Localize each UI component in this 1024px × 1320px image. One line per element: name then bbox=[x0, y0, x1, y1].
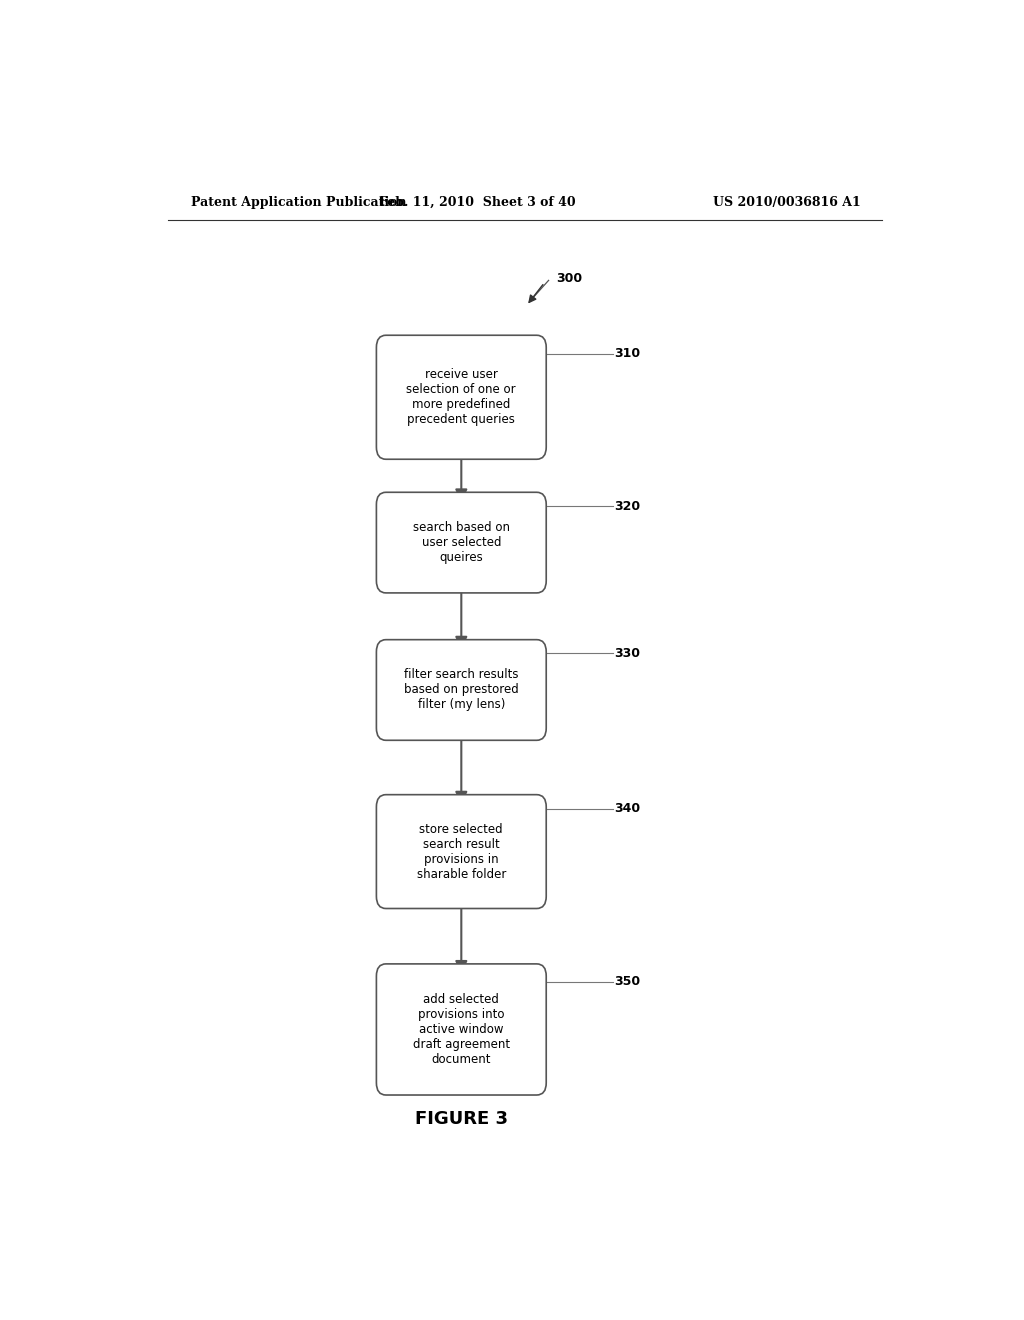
FancyBboxPatch shape bbox=[377, 335, 546, 459]
Text: Patent Application Publication: Patent Application Publication bbox=[191, 195, 407, 209]
Text: receive user
selection of one or
more predefined
precedent queries: receive user selection of one or more pr… bbox=[407, 368, 516, 426]
Text: Feb. 11, 2010  Sheet 3 of 40: Feb. 11, 2010 Sheet 3 of 40 bbox=[379, 195, 575, 209]
Text: 350: 350 bbox=[614, 975, 641, 989]
FancyBboxPatch shape bbox=[377, 795, 546, 908]
Text: search based on
user selected
queires: search based on user selected queires bbox=[413, 521, 510, 564]
Text: 320: 320 bbox=[614, 499, 641, 512]
FancyBboxPatch shape bbox=[377, 640, 546, 741]
Text: 310: 310 bbox=[614, 347, 641, 360]
FancyBboxPatch shape bbox=[377, 964, 546, 1096]
Text: 340: 340 bbox=[614, 803, 641, 816]
Text: FIGURE 3: FIGURE 3 bbox=[415, 1110, 508, 1127]
Text: 300: 300 bbox=[557, 272, 583, 285]
Text: US 2010/0036816 A1: US 2010/0036816 A1 bbox=[713, 195, 860, 209]
FancyBboxPatch shape bbox=[377, 492, 546, 593]
Text: filter search results
based on prestored
filter (my lens): filter search results based on prestored… bbox=[403, 668, 519, 711]
Text: add selected
provisions into
active window
draft agreement
document: add selected provisions into active wind… bbox=[413, 993, 510, 1067]
Text: store selected
search result
provisions in
sharable folder: store selected search result provisions … bbox=[417, 822, 506, 880]
Text: 330: 330 bbox=[614, 647, 640, 660]
